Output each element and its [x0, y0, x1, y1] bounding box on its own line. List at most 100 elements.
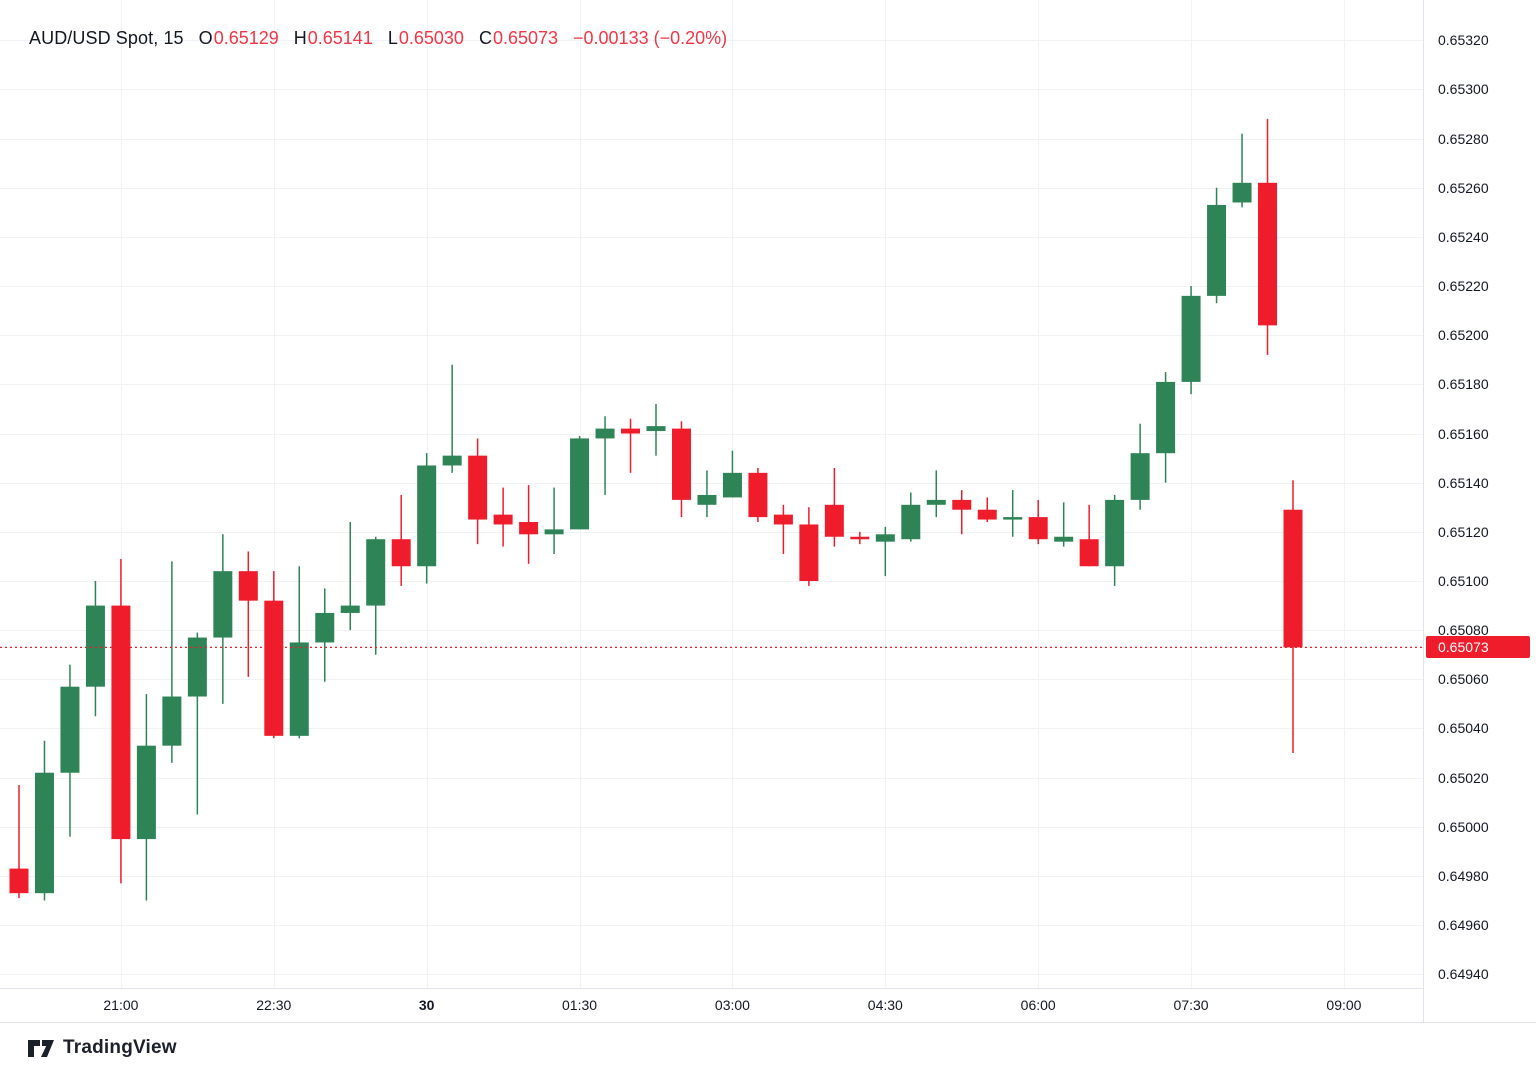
candle-body	[977, 509, 997, 520]
close-label: C	[478, 28, 492, 48]
time-axis[interactable]: 21:00 22:30 30 01:30 03:00 04:30 06:00 07:30 09:…	[0, 988, 1423, 1022]
symbol-title[interactable]: AUD/USD Spot, 15	[29, 28, 184, 48]
candle-body	[1207, 204, 1227, 296]
price-axis-label: 0.65300	[1438, 81, 1489, 98]
chart-plot-area[interactable]	[0, 0, 1423, 988]
price-axis[interactable]: 0.65073 0.65320 0.65300 0.65280 0.65260 0.65…	[1423, 0, 1536, 1022]
candle-01:15[interactable]	[544, 487, 564, 554]
candle-02:45[interactable]	[697, 470, 717, 518]
candle-20:30[interactable]	[60, 664, 80, 837]
candle-21:30[interactable]	[162, 561, 182, 763]
candle-04:30[interactable]	[875, 526, 895, 577]
candle-23:15[interactable]	[340, 522, 360, 631]
candle-20:45[interactable]	[85, 581, 105, 717]
candle-body	[315, 612, 335, 643]
candle-08:15[interactable]	[1258, 118, 1278, 355]
candle-22:15[interactable]	[238, 551, 258, 677]
candle-08:00[interactable]	[1232, 133, 1252, 208]
candle-00:45[interactable]	[493, 487, 513, 547]
chart-canvas[interactable]	[0, 0, 1423, 988]
candle-03:45[interactable]	[799, 507, 819, 586]
price-axis-label: 0.65000	[1438, 818, 1489, 835]
candle-body	[1079, 539, 1099, 567]
candle-body	[187, 637, 207, 697]
candle-22:00[interactable]	[213, 534, 233, 704]
candle-20:15[interactable]	[34, 740, 54, 901]
candle-05:15[interactable]	[952, 490, 972, 535]
candle-body	[9, 868, 29, 894]
candle-body	[493, 514, 513, 525]
candle-23:30[interactable]	[366, 536, 386, 655]
candle-body	[748, 472, 768, 518]
candle-01:30[interactable]	[570, 435, 590, 530]
candle-07:45[interactable]	[1207, 187, 1227, 304]
price-axis-label: 0.65200	[1438, 327, 1489, 344]
candle-01:00[interactable]	[519, 485, 539, 564]
candle-body	[162, 696, 182, 746]
candle-body	[111, 605, 131, 840]
candle-07:15[interactable]	[1156, 372, 1176, 483]
time-axis-label: 03:00	[714, 997, 750, 1013]
candle-02:15[interactable]	[646, 404, 666, 456]
ohlc-high: H 0.65141	[294, 28, 373, 49]
candle-03:30[interactable]	[773, 504, 793, 554]
candle-05:45[interactable]	[1003, 490, 1023, 537]
candle-23:45[interactable]	[391, 494, 411, 586]
candle-21:15[interactable]	[136, 694, 156, 901]
candle-body	[926, 499, 946, 505]
candle-02:30[interactable]	[671, 421, 691, 518]
candle-04:45[interactable]	[901, 492, 921, 542]
price-axis-label: 0.65020	[1438, 769, 1489, 786]
price-axis-label: 0.65320	[1438, 32, 1489, 49]
candle-04:15[interactable]	[850, 531, 870, 545]
candle-03:00[interactable]	[722, 450, 742, 498]
candle-06:30[interactable]	[1079, 504, 1099, 567]
candle-body	[391, 539, 411, 567]
candle-05:30[interactable]	[977, 497, 997, 523]
candle-body	[34, 772, 54, 894]
price-axis-label: 0.65260	[1438, 179, 1489, 196]
candle-08:30[interactable]	[1283, 480, 1303, 754]
candle-body	[442, 455, 462, 466]
price-axis-label: 0.65060	[1438, 671, 1489, 688]
candle-21:45[interactable]	[187, 632, 207, 815]
candle-20:00[interactable]	[9, 785, 29, 899]
candle-22:45[interactable]	[289, 566, 309, 739]
candle-body	[1130, 453, 1150, 500]
candle-22:30[interactable]	[264, 571, 284, 739]
candle-body	[722, 472, 742, 498]
candle-02:00[interactable]	[621, 418, 641, 473]
price-axis-label: 0.65080	[1438, 622, 1489, 639]
candle-body	[1156, 381, 1176, 454]
candle-body	[671, 428, 691, 500]
candle-body	[85, 605, 105, 687]
candle-05:00[interactable]	[926, 470, 946, 518]
candle-04:00[interactable]	[824, 467, 844, 547]
candle-07:00[interactable]	[1130, 423, 1150, 510]
candle-body	[824, 504, 844, 537]
candle-00:00[interactable]	[417, 453, 437, 584]
candle-body	[1181, 295, 1201, 382]
candle-body	[340, 605, 360, 613]
candle-00:15[interactable]	[442, 364, 462, 473]
candle-07:30[interactable]	[1181, 286, 1201, 395]
candle-01:45[interactable]	[595, 416, 615, 495]
candle-body	[799, 524, 819, 581]
time-axis-label: 04:30	[867, 997, 903, 1013]
time-axis-label: 09:00	[1326, 997, 1362, 1013]
time-axis-label: 22:30	[256, 997, 292, 1013]
candle-06:15[interactable]	[1054, 502, 1074, 547]
high-value: 0.65141	[307, 28, 373, 48]
candle-06:00[interactable]	[1028, 499, 1048, 545]
candle-21:00[interactable]	[111, 558, 131, 884]
tradingview-logo[interactable]: TradingView	[28, 1037, 177, 1059]
ohlc-low: L 0.65030	[388, 28, 464, 49]
candle-body	[1232, 182, 1252, 203]
candle-00:30[interactable]	[468, 438, 488, 545]
candle-23:00[interactable]	[315, 588, 335, 682]
candle-body	[60, 686, 80, 773]
candle-body	[952, 499, 972, 510]
candle-06:45[interactable]	[1105, 494, 1125, 586]
candle-03:15[interactable]	[748, 467, 768, 523]
